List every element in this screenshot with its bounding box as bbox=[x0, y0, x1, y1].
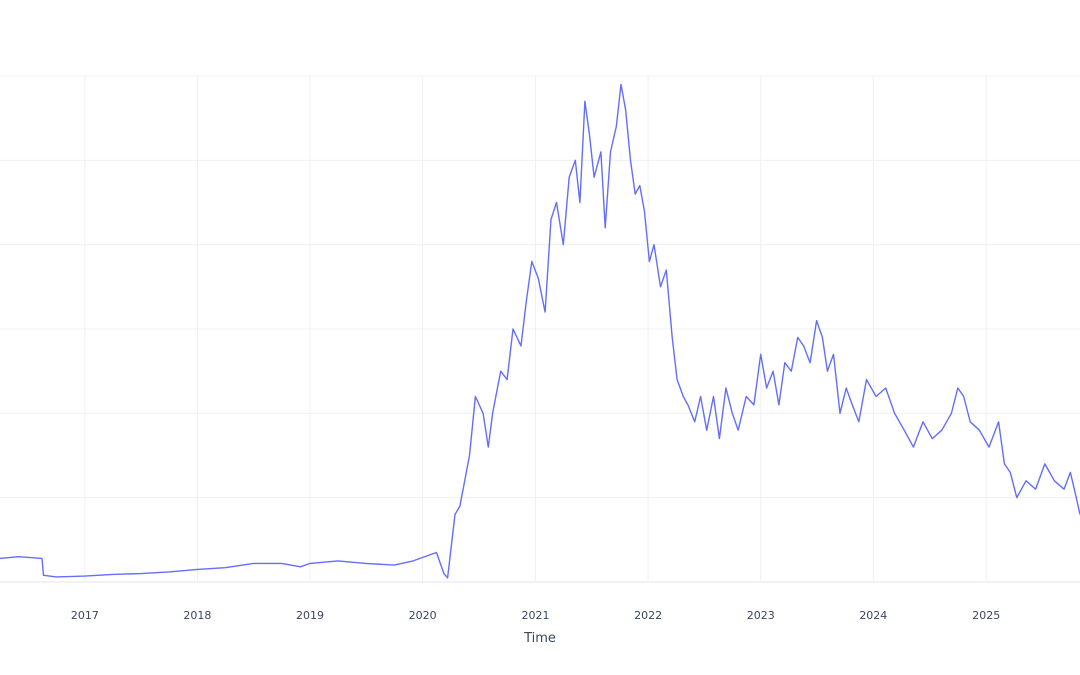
y-gridlines bbox=[0, 75, 1080, 583]
x-tick-label: 2025 bbox=[972, 609, 1000, 622]
x-tick-labels: 2017 2018 2019 2020 2021 2022 2023 2024 2025 bbox=[71, 609, 1000, 622]
x-gridlines bbox=[84, 76, 987, 582]
x-tick-label: 2024 bbox=[859, 609, 887, 622]
x-axis-title: Time bbox=[523, 631, 556, 646]
series-line bbox=[0, 83, 1080, 579]
x-tick-label: 2019 bbox=[296, 609, 324, 622]
x-tick-label: 2018 bbox=[183, 609, 211, 622]
x-tick-label: 2021 bbox=[522, 609, 550, 622]
x-tick-label: 2017 bbox=[71, 609, 99, 622]
series-layer bbox=[0, 83, 1080, 579]
x-tick-label: 2022 bbox=[634, 609, 662, 622]
x-tick-label: 2020 bbox=[409, 609, 437, 622]
x-tick-label: 2023 bbox=[747, 609, 775, 622]
